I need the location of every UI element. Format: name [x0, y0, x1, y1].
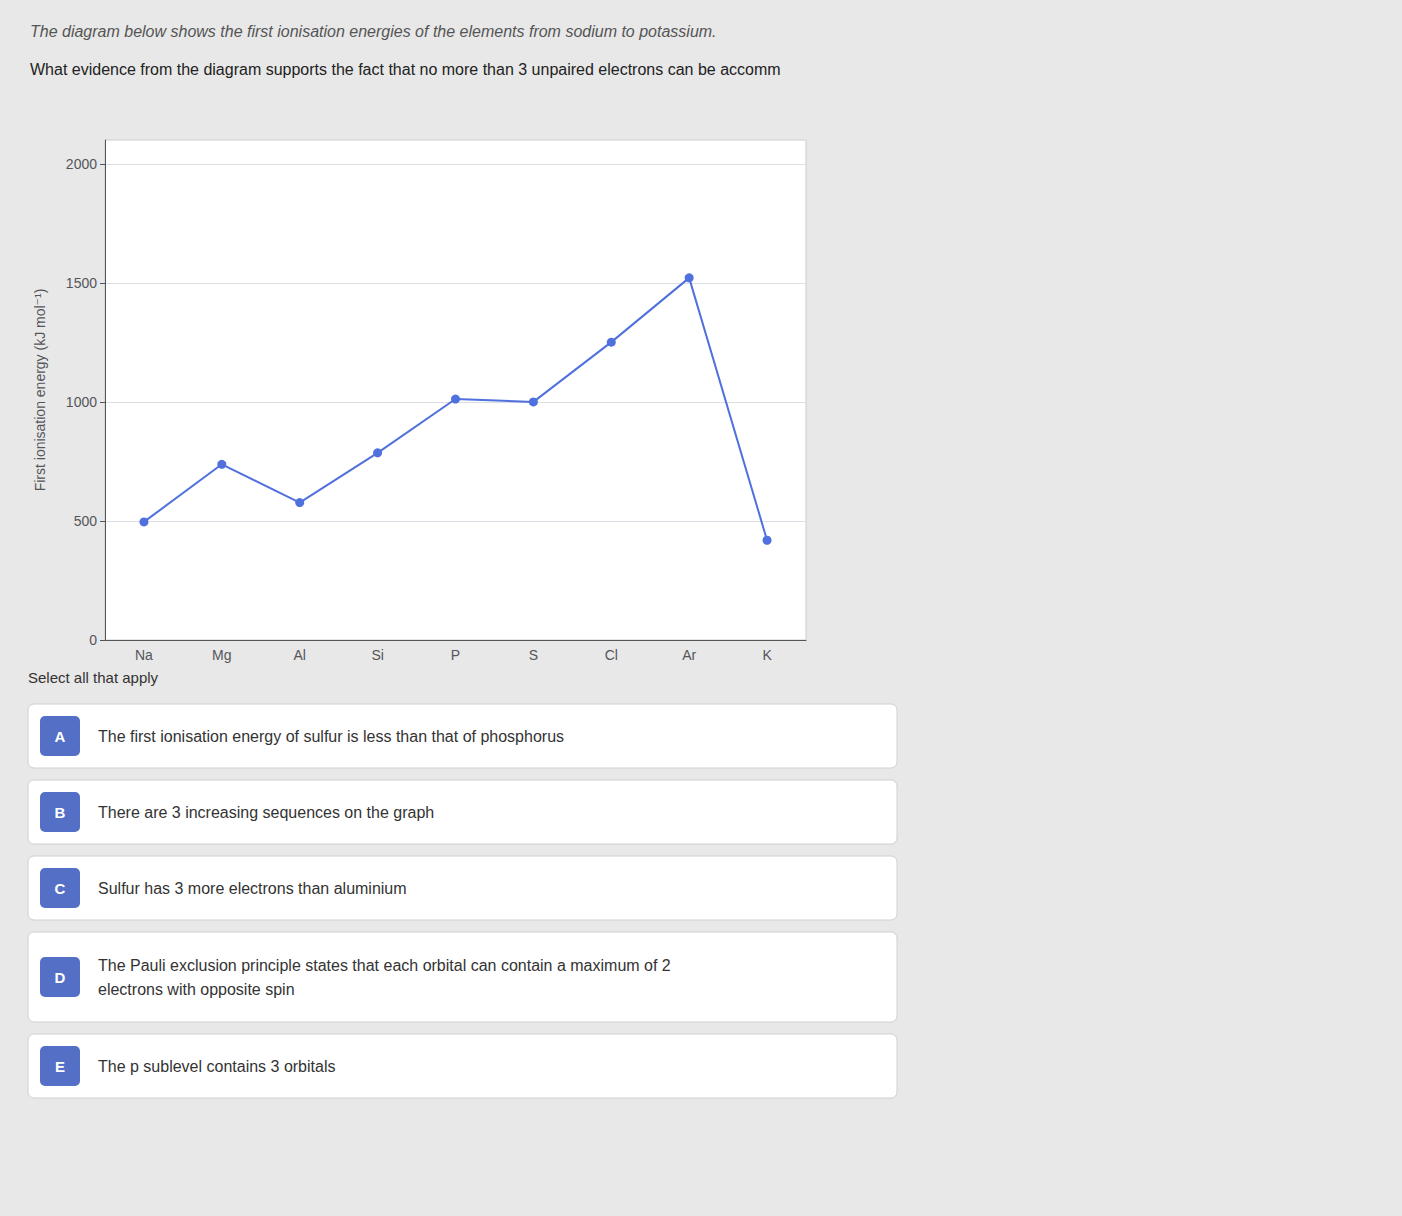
svg-text:E: E	[55, 1058, 65, 1075]
svg-text:Na: Na	[135, 647, 153, 663]
svg-text:The p sublevel contains 3 orbi: The p sublevel contains 3 orbitals	[98, 1058, 335, 1075]
svg-text:First ionisation energy (kJ mo: First ionisation energy (kJ mol⁻¹)	[32, 289, 48, 492]
svg-text:S: S	[529, 647, 538, 663]
svg-text:Cl: Cl	[605, 647, 618, 663]
svg-text:Select all that apply: Select all that apply	[28, 669, 159, 686]
svg-text:1500: 1500	[66, 275, 97, 291]
svg-text:K: K	[762, 647, 772, 663]
svg-text:D: D	[55, 969, 66, 986]
svg-text:What evidence from the diagram: What evidence from the diagram supports …	[30, 61, 781, 78]
svg-text:2000: 2000	[66, 156, 97, 172]
svg-text:Ar: Ar	[682, 647, 696, 663]
svg-text:The first ionisation energy of: The first ionisation energy of sulfur is…	[98, 728, 564, 745]
svg-text:Mg: Mg	[212, 647, 231, 663]
svg-text:Si: Si	[371, 647, 383, 663]
svg-text:P: P	[451, 647, 460, 663]
svg-text:The diagram below shows the fi: The diagram below shows the first ionisa…	[30, 23, 717, 40]
svg-text:1000: 1000	[66, 394, 97, 410]
svg-text:0: 0	[89, 632, 97, 648]
svg-text:C: C	[55, 880, 66, 897]
svg-text:500: 500	[74, 513, 98, 529]
svg-text:A: A	[55, 728, 66, 745]
svg-text:Sulfur has 3 more electrons th: Sulfur has 3 more electrons than alumini…	[98, 880, 407, 897]
svg-text:electrons with opposite spin: electrons with opposite spin	[98, 981, 295, 998]
svg-text:B: B	[55, 804, 66, 821]
svg-text:The Pauli exclusion principle: The Pauli exclusion principle states tha…	[98, 957, 671, 974]
svg-text:There are 3 increasing sequenc: There are 3 increasing sequences on the …	[98, 804, 434, 821]
svg-text:Al: Al	[293, 647, 305, 663]
